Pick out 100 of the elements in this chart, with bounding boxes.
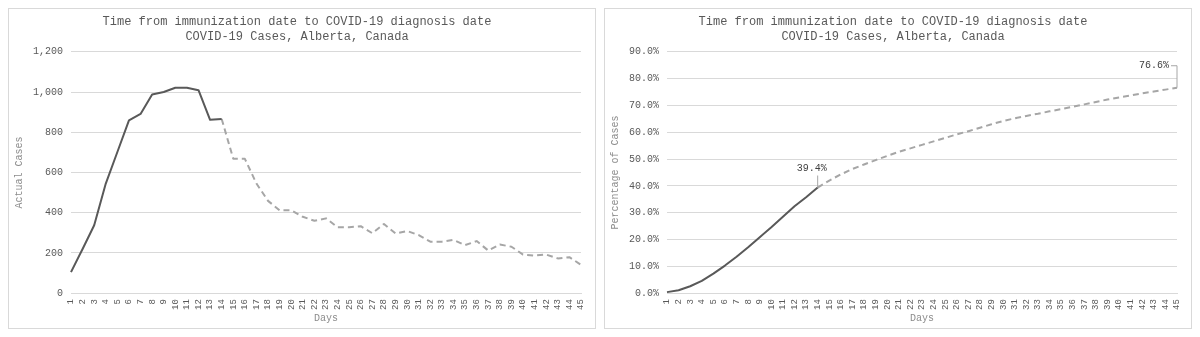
x-tick-label: 15 xyxy=(824,299,835,311)
x-tick-label: 45 xyxy=(576,299,587,311)
x-tick-label: 7 xyxy=(731,299,742,305)
x-tick-label: 21 xyxy=(298,299,309,311)
x-tick-label: 6 xyxy=(124,299,135,305)
x-tick-label: 12 xyxy=(193,299,204,311)
y-tick-label: 400 xyxy=(44,207,63,219)
y-tick-label: 600 xyxy=(44,167,63,179)
x-tick-label: 18 xyxy=(263,299,274,311)
x-tick-label: 26 xyxy=(952,299,963,311)
x-tick-label: 22 xyxy=(905,299,916,311)
y-tick-label: 10.0% xyxy=(628,261,659,273)
x-tick-label: 17 xyxy=(251,299,262,311)
x-tick-label: 16 xyxy=(240,299,251,311)
x-tick-label: 4 xyxy=(697,299,708,305)
x-tick-label: 35 xyxy=(460,299,471,311)
x-tick-label: 31 xyxy=(414,299,425,311)
x-tick-label: 9 xyxy=(159,299,170,305)
x-tick-label: 41 xyxy=(1126,299,1137,311)
y-tick-label: 20.0% xyxy=(628,234,659,246)
x-tick-label: 13 xyxy=(801,299,812,311)
x-tick-label: 11 xyxy=(182,299,193,311)
x-tick-label: 2 xyxy=(673,299,684,305)
y-tick-label: 80.0% xyxy=(628,73,659,85)
x-tick-label: 19 xyxy=(275,299,286,311)
x-tick-label: 25 xyxy=(940,299,951,311)
x-tick-label: 7 xyxy=(135,299,146,305)
y-tick-label: 70.0% xyxy=(628,100,659,112)
data-label: 76.6% xyxy=(1138,60,1169,72)
x-tick-label: 35 xyxy=(1056,299,1067,311)
x-tick-label: 37 xyxy=(483,299,494,311)
x-tick-label: 17 xyxy=(847,299,858,311)
chart-subtitle: COVID-19 Cases, Alberta, Canada xyxy=(185,29,409,44)
x-tick-label: 10 xyxy=(170,299,181,311)
x-tick-label: 34 xyxy=(448,299,459,311)
y-tick-label: 1,200 xyxy=(32,46,63,58)
x-tick-label: 45 xyxy=(1172,299,1183,311)
x-tick-label: 28 xyxy=(975,299,986,311)
x-tick-label: 34 xyxy=(1044,299,1055,311)
x-tick-label: 39 xyxy=(1102,299,1113,311)
x-tick-label: 36 xyxy=(1068,299,1079,311)
y-tick-label: 40.0% xyxy=(628,180,659,192)
x-tick-label: 22 xyxy=(309,299,320,311)
x-tick-label: 2 xyxy=(77,299,88,305)
y-tick-label: 200 xyxy=(44,247,63,259)
y-tick-label: 30.0% xyxy=(628,207,659,219)
line-series xyxy=(220,117,582,266)
x-tick-label: 32 xyxy=(1021,299,1032,311)
x-tick-label: 38 xyxy=(495,299,506,311)
x-tick-label: 32 xyxy=(425,299,436,311)
x-tick-label: 26 xyxy=(356,299,367,311)
x-tick-label: 39 xyxy=(506,299,517,311)
x-tick-label: 14 xyxy=(813,299,824,311)
x-tick-label: 24 xyxy=(928,299,939,311)
x-tick-label: 30 xyxy=(402,299,413,311)
y-tick-label: 1,000 xyxy=(32,86,63,98)
x-tick-label: 41 xyxy=(530,299,541,311)
x-tick-label: 43 xyxy=(553,299,564,311)
x-axis-title: Days xyxy=(909,312,935,324)
x-tick-label: 13 xyxy=(205,299,216,311)
x-tick-label: 16 xyxy=(836,299,847,311)
x-tick-label: 31 xyxy=(1010,299,1021,311)
x-tick-label: 42 xyxy=(541,299,552,311)
chart-title: Time from immunization date to COVID-19 diagnosis date xyxy=(698,15,1088,30)
x-tick-label: 36 xyxy=(472,299,483,311)
x-tick-label: 1 xyxy=(662,299,673,305)
x-tick-label: 23 xyxy=(321,299,332,311)
x-tick-label: 29 xyxy=(390,299,401,311)
x-tick-label: 33 xyxy=(1033,299,1044,311)
x-tick-label: 5 xyxy=(708,299,719,305)
x-tick-label: 44 xyxy=(1160,299,1171,311)
x-tick-label: 5 xyxy=(112,299,123,305)
x-tick-label: 8 xyxy=(147,299,158,305)
x-tick-label: 12 xyxy=(789,299,800,311)
x-tick-label: 44 xyxy=(564,299,575,311)
x-tick-label: 3 xyxy=(685,299,696,305)
y-tick-label: 800 xyxy=(44,126,63,138)
chart-subtitle: COVID-19 Cases, Alberta, Canada xyxy=(781,29,1005,44)
x-tick-label: 43 xyxy=(1149,299,1160,311)
y-tick-label: 60.0% xyxy=(628,126,659,138)
x-tick-label: 9 xyxy=(755,299,766,305)
x-tick-label: 6 xyxy=(720,299,731,305)
y-axis-title: Percentage of Cases xyxy=(609,115,621,230)
chart-title: Time from immunization date to COVID-19 diagnosis date xyxy=(102,15,492,30)
x-tick-label: 28 xyxy=(379,299,390,311)
x-tick-label: 20 xyxy=(286,299,297,311)
x-tick-label: 42 xyxy=(1137,299,1148,311)
x-tick-label: 27 xyxy=(367,299,378,311)
x-tick-label: 25 xyxy=(344,299,355,311)
y-tick-label: 50.0% xyxy=(628,153,659,165)
x-tick-label: 40 xyxy=(1114,299,1125,311)
y-axis-title: Actual Cases xyxy=(13,136,25,209)
x-tick-label: 10 xyxy=(766,299,777,311)
x-tick-label: 8 xyxy=(743,299,754,305)
y-tick-label: 0 xyxy=(56,287,63,299)
x-tick-label: 21 xyxy=(894,299,905,311)
x-tick-label: 23 xyxy=(917,299,928,311)
x-tick-label: 33 xyxy=(437,299,448,311)
x-tick-label: 19 xyxy=(871,299,882,311)
x-tick-label: 20 xyxy=(882,299,893,311)
